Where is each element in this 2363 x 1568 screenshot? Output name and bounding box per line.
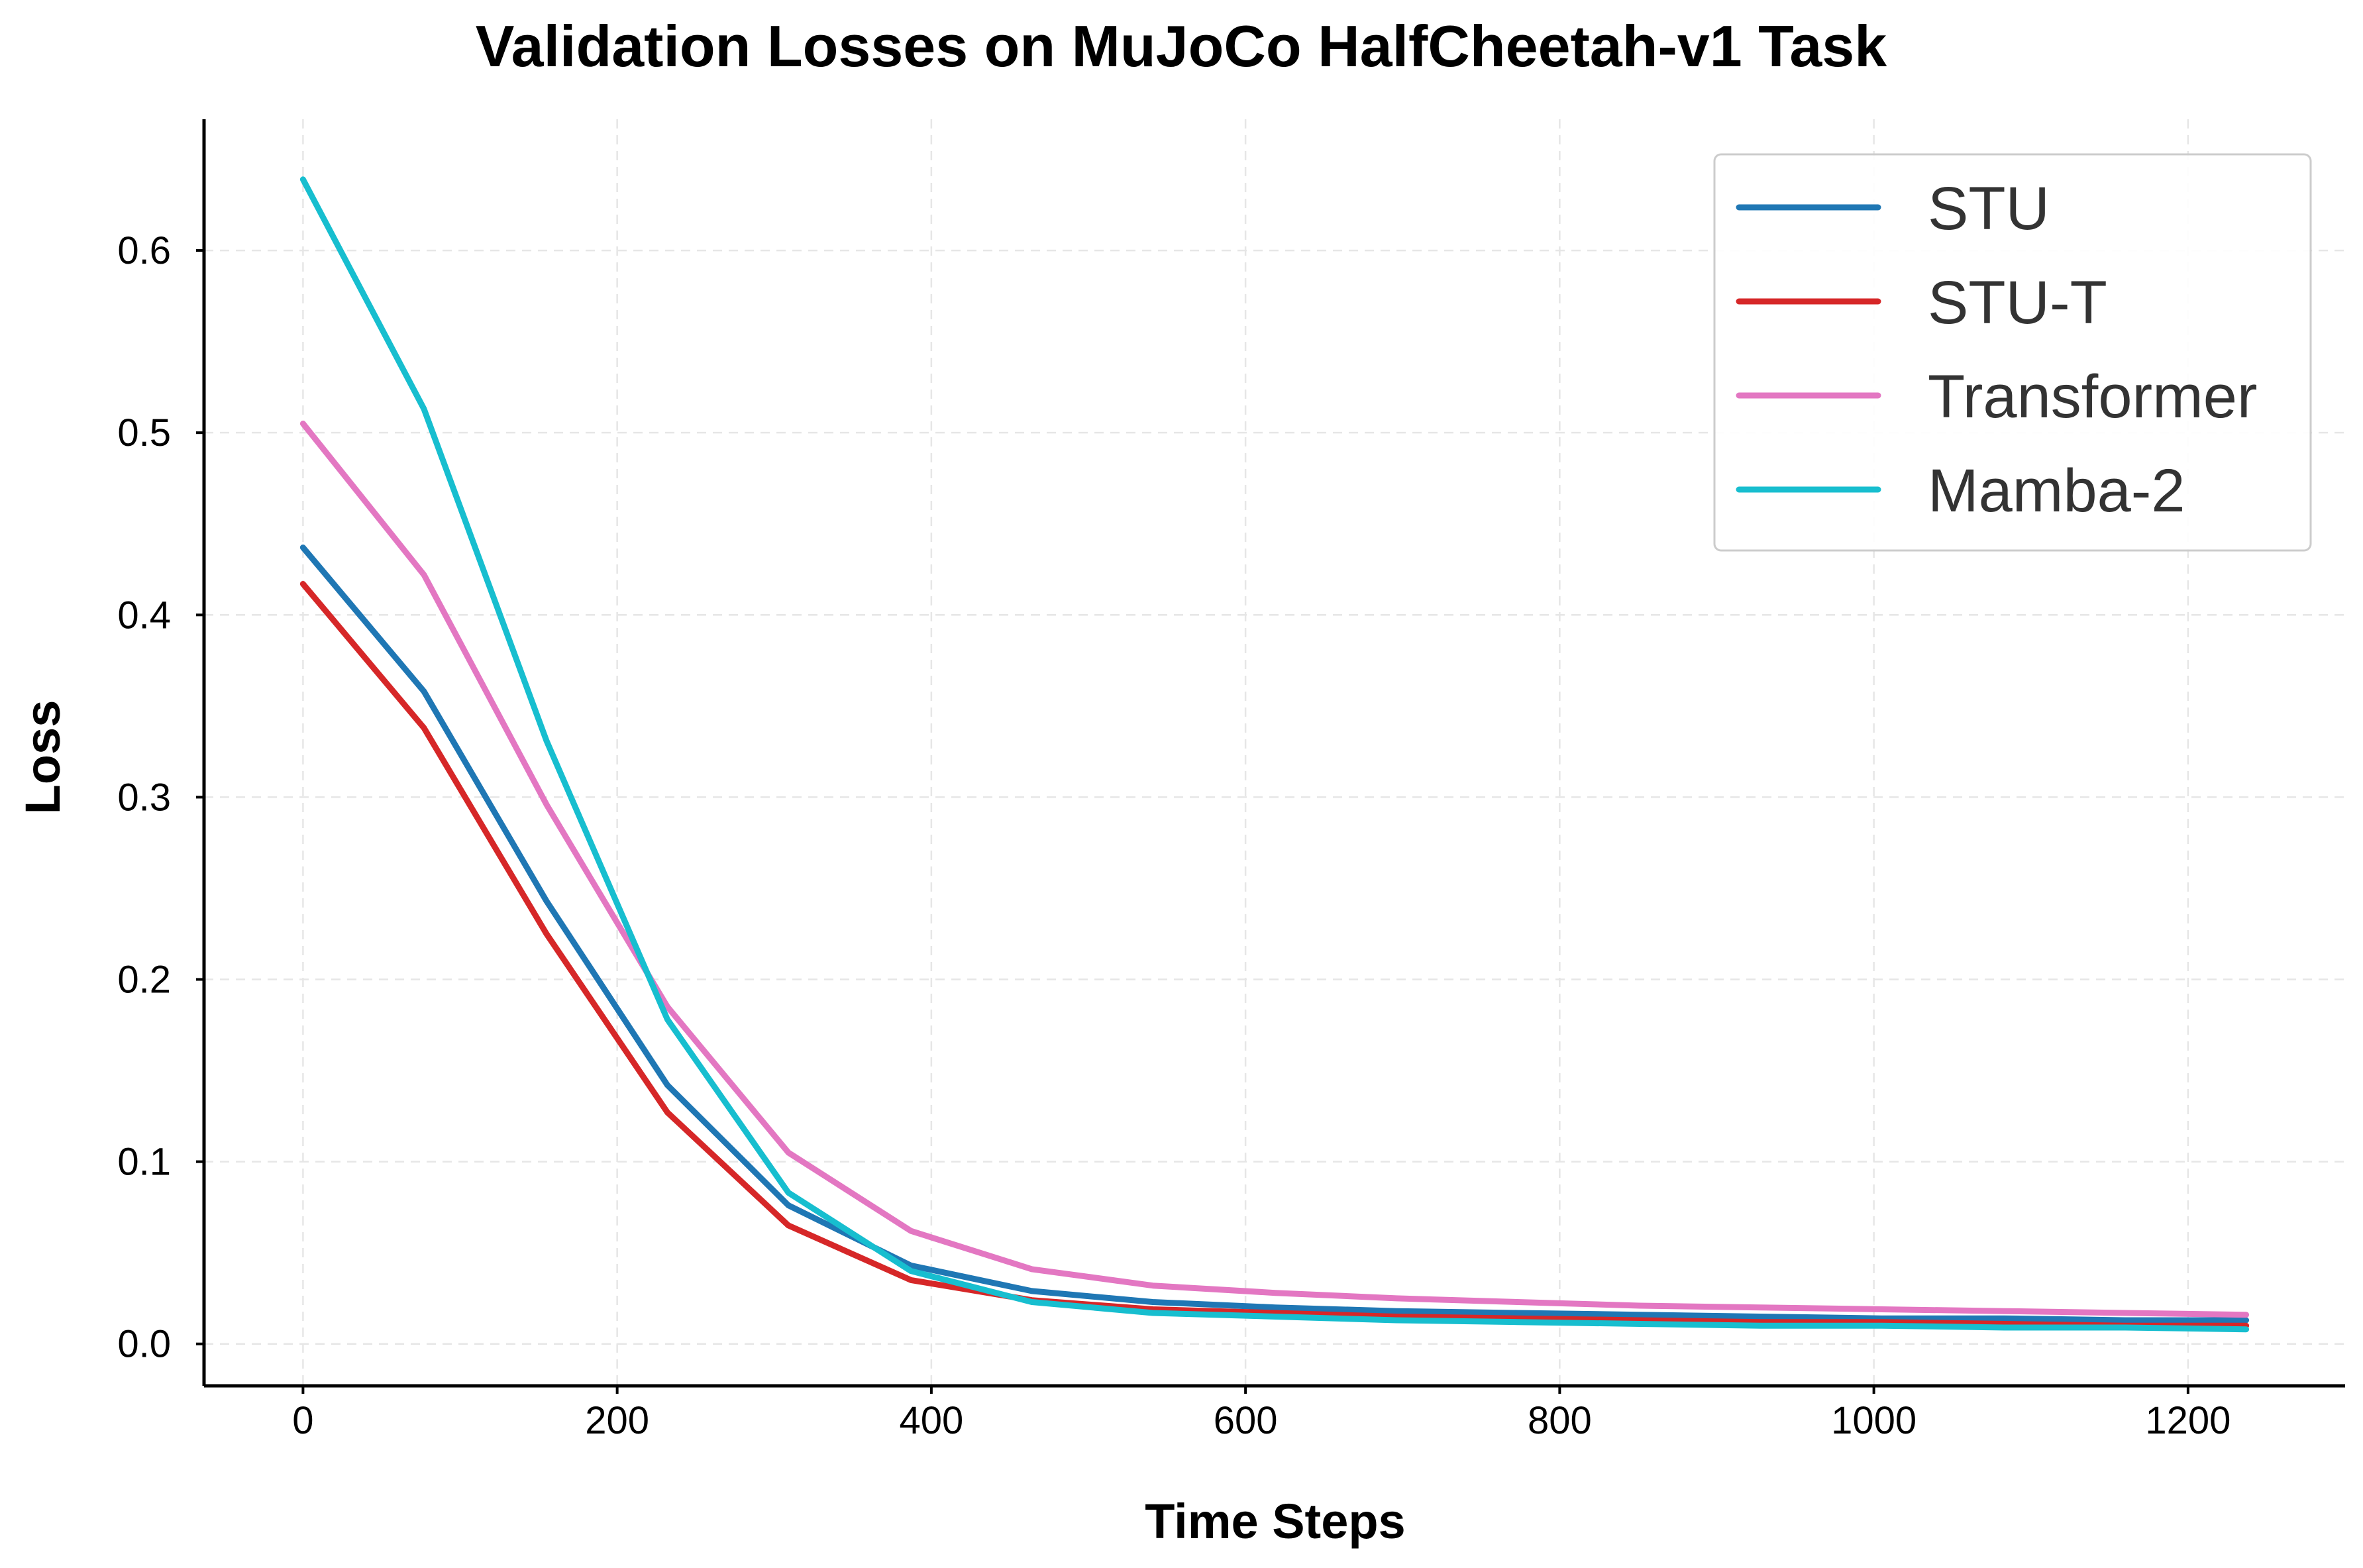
x-axis-label: Time Steps [1145,1494,1405,1549]
series-line-mamba-2 [299,176,2250,1333]
series-line-stu-t [299,581,2250,1329]
legend-label: STU [1928,175,2050,242]
y-tick-label: 0.1 [117,1141,171,1184]
legend-label: Mamba-2 [1928,457,2185,525]
legend-label: STU-T [1928,269,2107,337]
y-axis-label: Loss [15,700,70,815]
x-tick-label: 0 [292,1399,313,1442]
y-tick-label: 0.2 [117,959,171,1002]
y-axis-ticks: 0.0 0.1 0.2 0.3 0.4 0.5 0.6 [117,229,204,1366]
series-line-transformer [299,420,2250,1318]
y-tick-label: 0.4 [117,594,171,637]
series-line-stu [299,545,2250,1324]
series-lines [299,176,2250,1333]
legend-label: Transformer [1928,363,2258,431]
y-tick-label: 0.3 [117,776,171,819]
x-tick-label: 200 [585,1399,649,1442]
x-axis-ticks: 0 200 400 600 800 1000 1200 [292,1386,2231,1442]
y-tick-label: 0.5 [117,411,171,454]
legend: STU STU-T Transformer Mamba-2 [1713,153,2312,552]
x-tick-label: 1200 [2145,1399,2231,1442]
x-tick-label: 400 [899,1399,963,1442]
legend-box [1713,153,2312,552]
x-tick-label: 600 [1214,1399,1278,1442]
chart-title: Validation Losses on MuJoCo HalfCheetah-… [476,13,1887,79]
y-tick-label: 0.0 [117,1323,171,1366]
x-tick-label: 800 [1528,1399,1592,1442]
x-tick-label: 1000 [1831,1399,1917,1442]
y-tick-label: 0.6 [117,229,171,272]
axes [202,119,2345,1388]
